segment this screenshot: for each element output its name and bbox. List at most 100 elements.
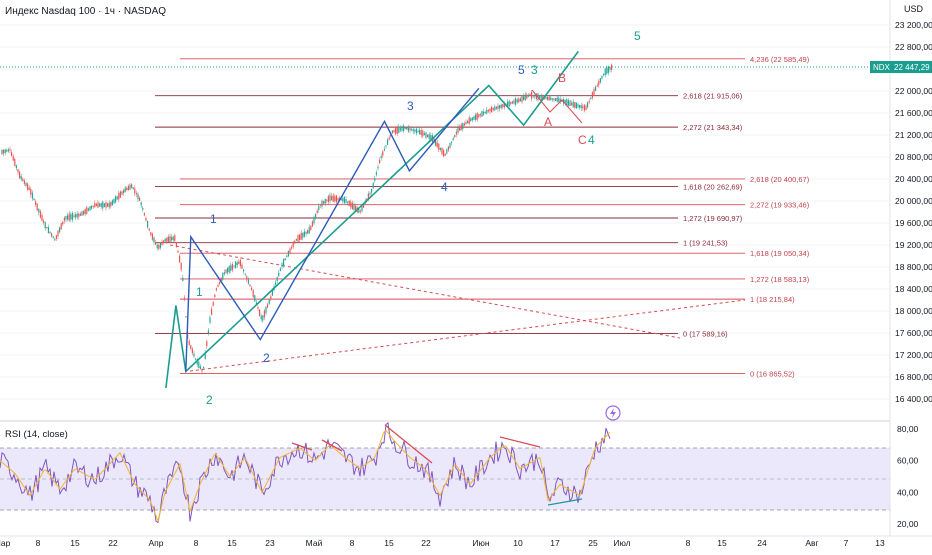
candle-body: [598, 81, 600, 86]
candle-body: [564, 100, 566, 104]
candle-body: [70, 214, 72, 220]
candle-body: [54, 238, 56, 241]
fib-levels: 4,236 (22 585,49) 2,618 (20 400,67) 2,272 …: [155, 55, 810, 378]
rsi-pane: RSI (14, close): [0, 405, 890, 524]
candle-body: [259, 309, 261, 317]
candle-body: [500, 104, 502, 108]
candle-body: [25, 182, 27, 186]
time-tick-label: 8: [350, 538, 355, 548]
candle-body: [569, 100, 571, 107]
candle-body: [414, 129, 416, 132]
candle-body: [55, 235, 57, 239]
candle-body: [284, 258, 286, 261]
candle-body: [207, 330, 209, 334]
time-tick-label: 10: [513, 538, 523, 548]
blue-wave-label-4: 4: [441, 180, 448, 194]
candle-body: [403, 125, 405, 132]
red-abc-line[interactable]: [531, 89, 583, 124]
candle-body: [89, 206, 91, 211]
candle-body: [222, 273, 224, 280]
candle-body: [326, 199, 328, 201]
candle-body: [286, 255, 288, 258]
candle-body: [335, 195, 337, 203]
candle-body: [409, 128, 411, 131]
candle-body: [121, 191, 123, 195]
candle-body: [379, 159, 381, 164]
candle-body: [495, 106, 497, 109]
candle-body: [374, 178, 376, 181]
candle-body: [60, 223, 62, 230]
candle-body: [558, 97, 560, 103]
candle-body: [251, 287, 253, 291]
candle-body: [398, 126, 400, 133]
time-tick-label: 15: [717, 538, 727, 548]
rsi-tick-label: 40,00: [897, 487, 919, 497]
candle-body: [524, 94, 526, 101]
candle-body: [156, 244, 158, 249]
candle-body: [236, 262, 238, 266]
candle-body: [278, 272, 280, 277]
rsi-tick-label: 60,00: [897, 456, 919, 466]
candle-body: [308, 227, 310, 234]
candle-body: [97, 202, 99, 208]
candle-body: [175, 242, 177, 247]
candle-body: [235, 261, 237, 269]
time-axis[interactable]: Мар 8 15 22 Апр 8 15 23 Май 8 15 22 Июн 10 17 25 Июл 8 15 2…: [0, 538, 885, 548]
trendline-descending[interactable]: [169, 244, 681, 339]
rsi-divergence-4: [499, 436, 541, 448]
rsi-tick-label: 80,00: [897, 424, 919, 434]
candle-body: [548, 96, 550, 101]
candle-body: [343, 196, 345, 203]
candles: [1, 63, 613, 375]
candle-body: [111, 200, 113, 205]
candle-body: [22, 178, 24, 182]
price-tick-label: 21 200,00: [895, 130, 932, 140]
candle-body: [399, 128, 401, 131]
red-wave-label-b: B: [558, 71, 566, 85]
price-tick-label: 19 600,00: [895, 218, 932, 228]
candle-body: [508, 101, 510, 107]
candle-body: [81, 211, 83, 216]
candle-body: [127, 185, 129, 191]
currency-label[interactable]: USD: [904, 4, 924, 14]
candle-body: [19, 171, 21, 179]
candle-body: [604, 68, 606, 76]
rsi-tick-label: 20,00: [897, 519, 919, 529]
green-wave-line[interactable]: [165, 50, 579, 389]
candle-body: [585, 105, 587, 111]
candle-body: [225, 269, 227, 274]
fib-level-label: 2,618 (21 915,06): [683, 92, 743, 101]
rsi-bull-divergence: [547, 498, 583, 506]
candle-body: [425, 132, 427, 138]
candle-body: [179, 255, 181, 263]
candle-body: [142, 208, 144, 210]
candle-body: [595, 86, 597, 91]
time-tick-label: 22: [108, 538, 118, 548]
candle-body: [380, 156, 382, 159]
candle-body: [28, 187, 30, 191]
candle-body: [321, 200, 323, 207]
candle-body: [291, 247, 293, 249]
candle-body: [611, 64, 613, 70]
time-tick-label: Мар: [0, 538, 11, 548]
candle-body: [1, 149, 3, 155]
red-wave-label-c: C: [578, 133, 587, 147]
candle-body: [289, 248, 291, 254]
time-tick-label: 23: [265, 538, 275, 548]
candle-body: [609, 67, 611, 70]
candle-body: [457, 127, 459, 133]
candle-body: [531, 92, 533, 99]
candle-body: [550, 97, 552, 100]
candle-body: [75, 214, 77, 218]
candle-body: [135, 193, 137, 195]
candle-body: [140, 202, 142, 206]
blue-wave-line[interactable]: [185, 87, 480, 372]
candle-body: [78, 213, 80, 217]
candle-body: [319, 204, 321, 206]
candle-body: [145, 217, 147, 221]
candle-body: [255, 302, 257, 304]
candle-body: [463, 123, 465, 126]
price-tick-label: 17 600,00: [895, 328, 932, 338]
candle-body: [214, 294, 216, 298]
